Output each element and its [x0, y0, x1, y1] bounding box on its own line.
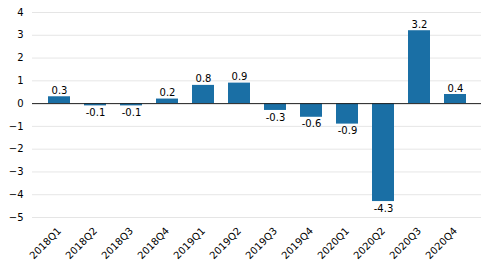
svg-text:-0.1: -0.1: [86, 107, 106, 118]
svg-text:4: 4: [17, 7, 23, 18]
svg-text:−4: −4: [9, 189, 24, 200]
svg-text:0.9: 0.9: [232, 71, 248, 82]
svg-text:-0.6: -0.6: [302, 118, 322, 129]
svg-text:3: 3: [17, 29, 23, 40]
svg-text:-0.1: -0.1: [122, 107, 142, 118]
svg-text:2020Q4: 2020Q4: [423, 225, 459, 261]
svg-text:2020Q1: 2020Q1: [315, 225, 351, 261]
svg-text:2018Q4: 2018Q4: [135, 225, 171, 261]
svg-text:−3: −3: [9, 166, 24, 177]
svg-text:2019Q2: 2019Q2: [207, 225, 243, 261]
svg-text:−5: −5: [9, 212, 24, 223]
svg-text:2020Q2: 2020Q2: [351, 225, 387, 261]
svg-text:2020Q3: 2020Q3: [387, 225, 423, 261]
svg-text:0.8: 0.8: [196, 73, 212, 84]
svg-text:0.3: 0.3: [52, 85, 68, 96]
svg-text:2019Q1: 2019Q1: [171, 225, 207, 261]
svg-text:-0.3: -0.3: [266, 112, 286, 123]
svg-text:2018Q3: 2018Q3: [99, 225, 135, 261]
svg-text:2019Q3: 2019Q3: [243, 225, 279, 261]
svg-text:-4.3: -4.3: [374, 203, 394, 214]
svg-text:−1: −1: [9, 121, 24, 132]
svg-text:-0.9: -0.9: [338, 125, 358, 136]
svg-text:2018Q1: 2018Q1: [27, 225, 63, 261]
svg-text:0: 0: [17, 98, 23, 109]
svg-text:0.2: 0.2: [160, 87, 176, 98]
svg-text:3.2: 3.2: [412, 19, 428, 30]
svg-text:0.4: 0.4: [448, 83, 464, 94]
svg-text:2: 2: [17, 52, 23, 63]
svg-text:2018Q2: 2018Q2: [63, 225, 99, 261]
svg-text:1: 1: [17, 75, 23, 86]
svg-text:2019Q4: 2019Q4: [279, 225, 315, 261]
svg-text:−2: −2: [9, 143, 24, 154]
